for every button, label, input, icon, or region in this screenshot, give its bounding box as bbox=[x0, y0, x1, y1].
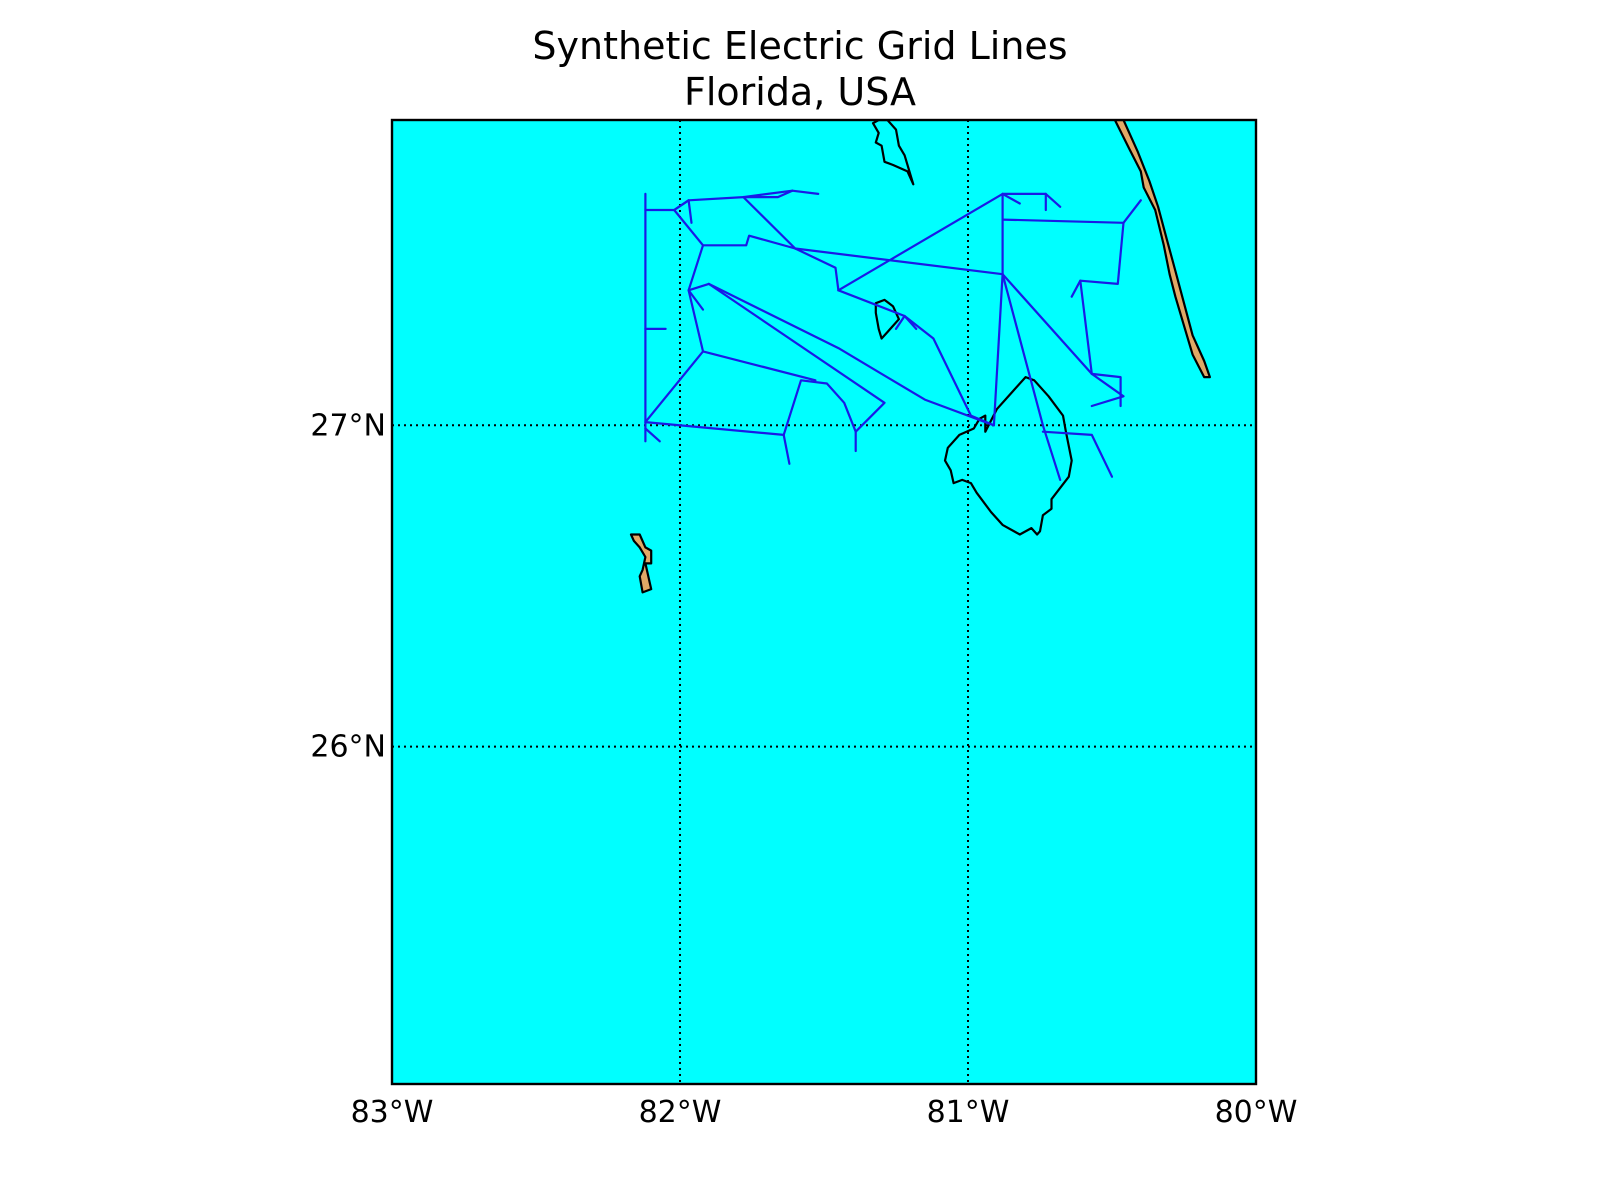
transmission-line bbox=[701, 350, 817, 382]
transmission-line bbox=[894, 314, 906, 330]
x-tick-label: 80°W bbox=[1215, 1095, 1298, 1130]
transmission-line bbox=[1041, 430, 1114, 478]
land-areas bbox=[629, 120, 1212, 594]
transmission-line bbox=[1001, 273, 1093, 375]
transmission-line bbox=[742, 196, 797, 250]
ocean-background bbox=[392, 120, 1256, 1084]
land-lake-island bbox=[629, 533, 653, 594]
small-lake-outline bbox=[874, 298, 901, 340]
transmission-line bbox=[644, 427, 661, 443]
graticule bbox=[392, 120, 1256, 1084]
transmission-line bbox=[687, 282, 886, 433]
lake-okeechobee-outline bbox=[943, 376, 1073, 536]
transmission-line bbox=[782, 433, 791, 465]
lake-outlines bbox=[871, 120, 1073, 536]
transmission-line bbox=[742, 189, 794, 199]
x-tick-label: 83°W bbox=[351, 1095, 434, 1130]
x-tick-label: 82°W bbox=[639, 1095, 722, 1130]
transmission-line bbox=[794, 247, 1004, 276]
transmission-line bbox=[1001, 273, 1062, 481]
land-east-coast-strip bbox=[1113, 120, 1212, 379]
y-tick-label: 27°N bbox=[310, 408, 386, 443]
northern-lake-outline bbox=[871, 120, 915, 186]
transmission-line bbox=[687, 289, 705, 311]
transmission-line bbox=[1079, 279, 1122, 408]
transmission-line bbox=[1090, 372, 1125, 408]
transmission-line bbox=[644, 244, 857, 453]
y-tick-label: 26°N bbox=[310, 730, 386, 765]
map-frame bbox=[390, 118, 1258, 1086]
map-title: Synthetic Electric Grid Lines bbox=[532, 24, 1068, 68]
transmission-line bbox=[644, 189, 820, 212]
x-tick-labels: 83°W 82°W 81°W 80°W bbox=[351, 1095, 1298, 1130]
map-subtitle: Florida, USA bbox=[683, 70, 917, 114]
transmission-lines bbox=[644, 189, 1142, 481]
transmission-line bbox=[1070, 221, 1125, 298]
x-tick-label: 81°W bbox=[927, 1095, 1010, 1130]
transmission-line bbox=[673, 199, 693, 224]
y-tick-labels: 27°N 26°N bbox=[310, 408, 386, 764]
